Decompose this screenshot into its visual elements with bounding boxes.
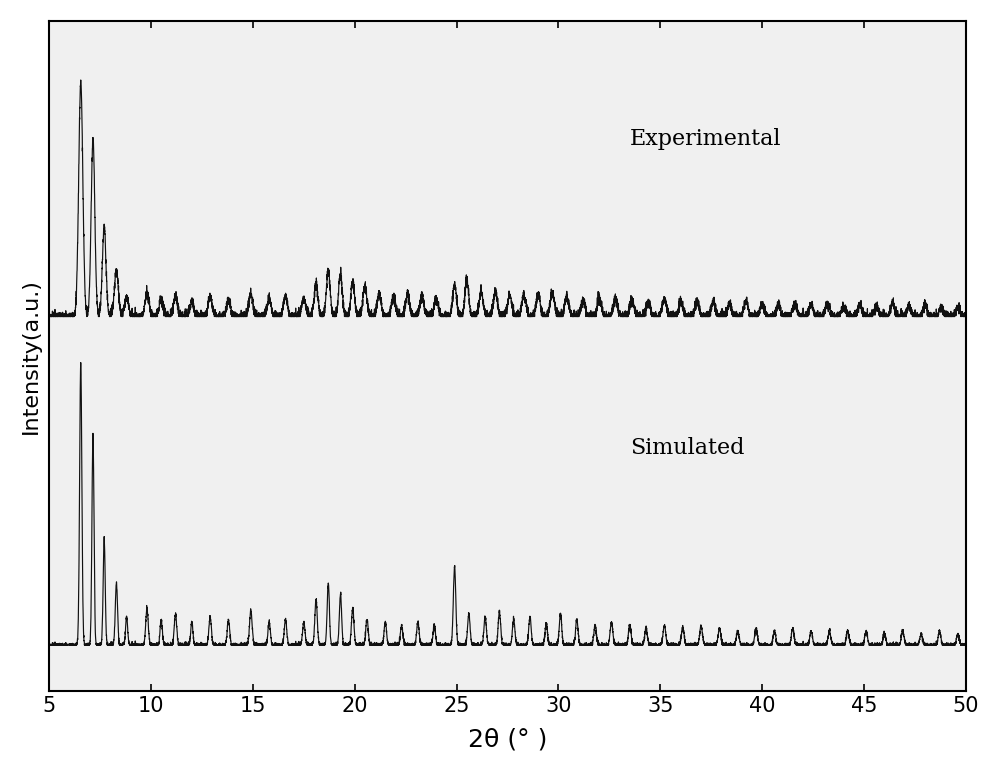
Text: Simulated: Simulated xyxy=(630,437,744,459)
Text: Experimental: Experimental xyxy=(630,128,781,150)
X-axis label: 2θ (° ): 2θ (° ) xyxy=(468,727,547,751)
Y-axis label: Intensity(a.u.): Intensity(a.u.) xyxy=(21,278,41,434)
